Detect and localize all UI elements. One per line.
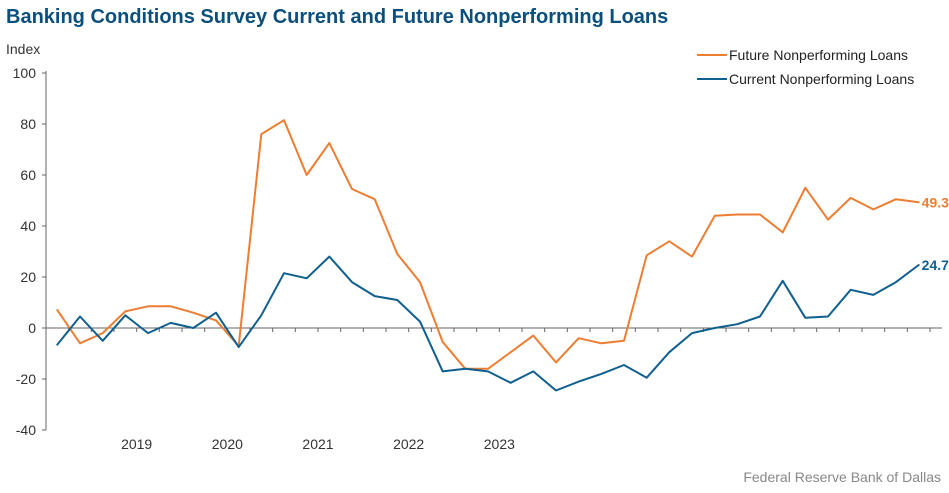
axes: -40 -20 0 20 40 60 80 100 2019 2020 2021 2022 2023	[13, 65, 942, 452]
y-tick-label: 100	[13, 65, 37, 81]
series-line-current	[56, 255, 920, 392]
x-year-label: 2023	[484, 436, 515, 452]
end-label-current: 24.7	[922, 257, 949, 273]
y-tick-label: 0	[28, 320, 36, 336]
legend: Future Nonperforming Loans Current Nonper…	[697, 47, 914, 87]
y-tick-label: -20	[16, 371, 36, 387]
series-layer: 49.3 24.7	[56, 119, 949, 392]
y-tick-label: -40	[16, 422, 36, 438]
y-tick-label: 60	[20, 167, 36, 183]
source-note: Federal Reserve Bank of Dallas	[743, 469, 941, 485]
legend-label: Future Nonperforming Loans	[729, 47, 908, 63]
end-label-future: 49.3	[922, 194, 949, 210]
x-year-label: 2022	[393, 436, 424, 452]
series-line-future	[56, 119, 920, 370]
y-tick-label: 20	[20, 269, 36, 285]
y-tick-label: 40	[20, 218, 36, 234]
chart-title: Banking Conditions Survey Current and Fu…	[6, 6, 669, 28]
x-year-label: 2020	[212, 436, 243, 452]
y-axis-title: Index	[6, 41, 40, 57]
x-year-label: 2021	[302, 436, 333, 452]
legend-label: Current Nonperforming Loans	[729, 71, 914, 87]
x-year-label: 2019	[121, 436, 152, 452]
y-tick-label: 80	[20, 116, 36, 132]
